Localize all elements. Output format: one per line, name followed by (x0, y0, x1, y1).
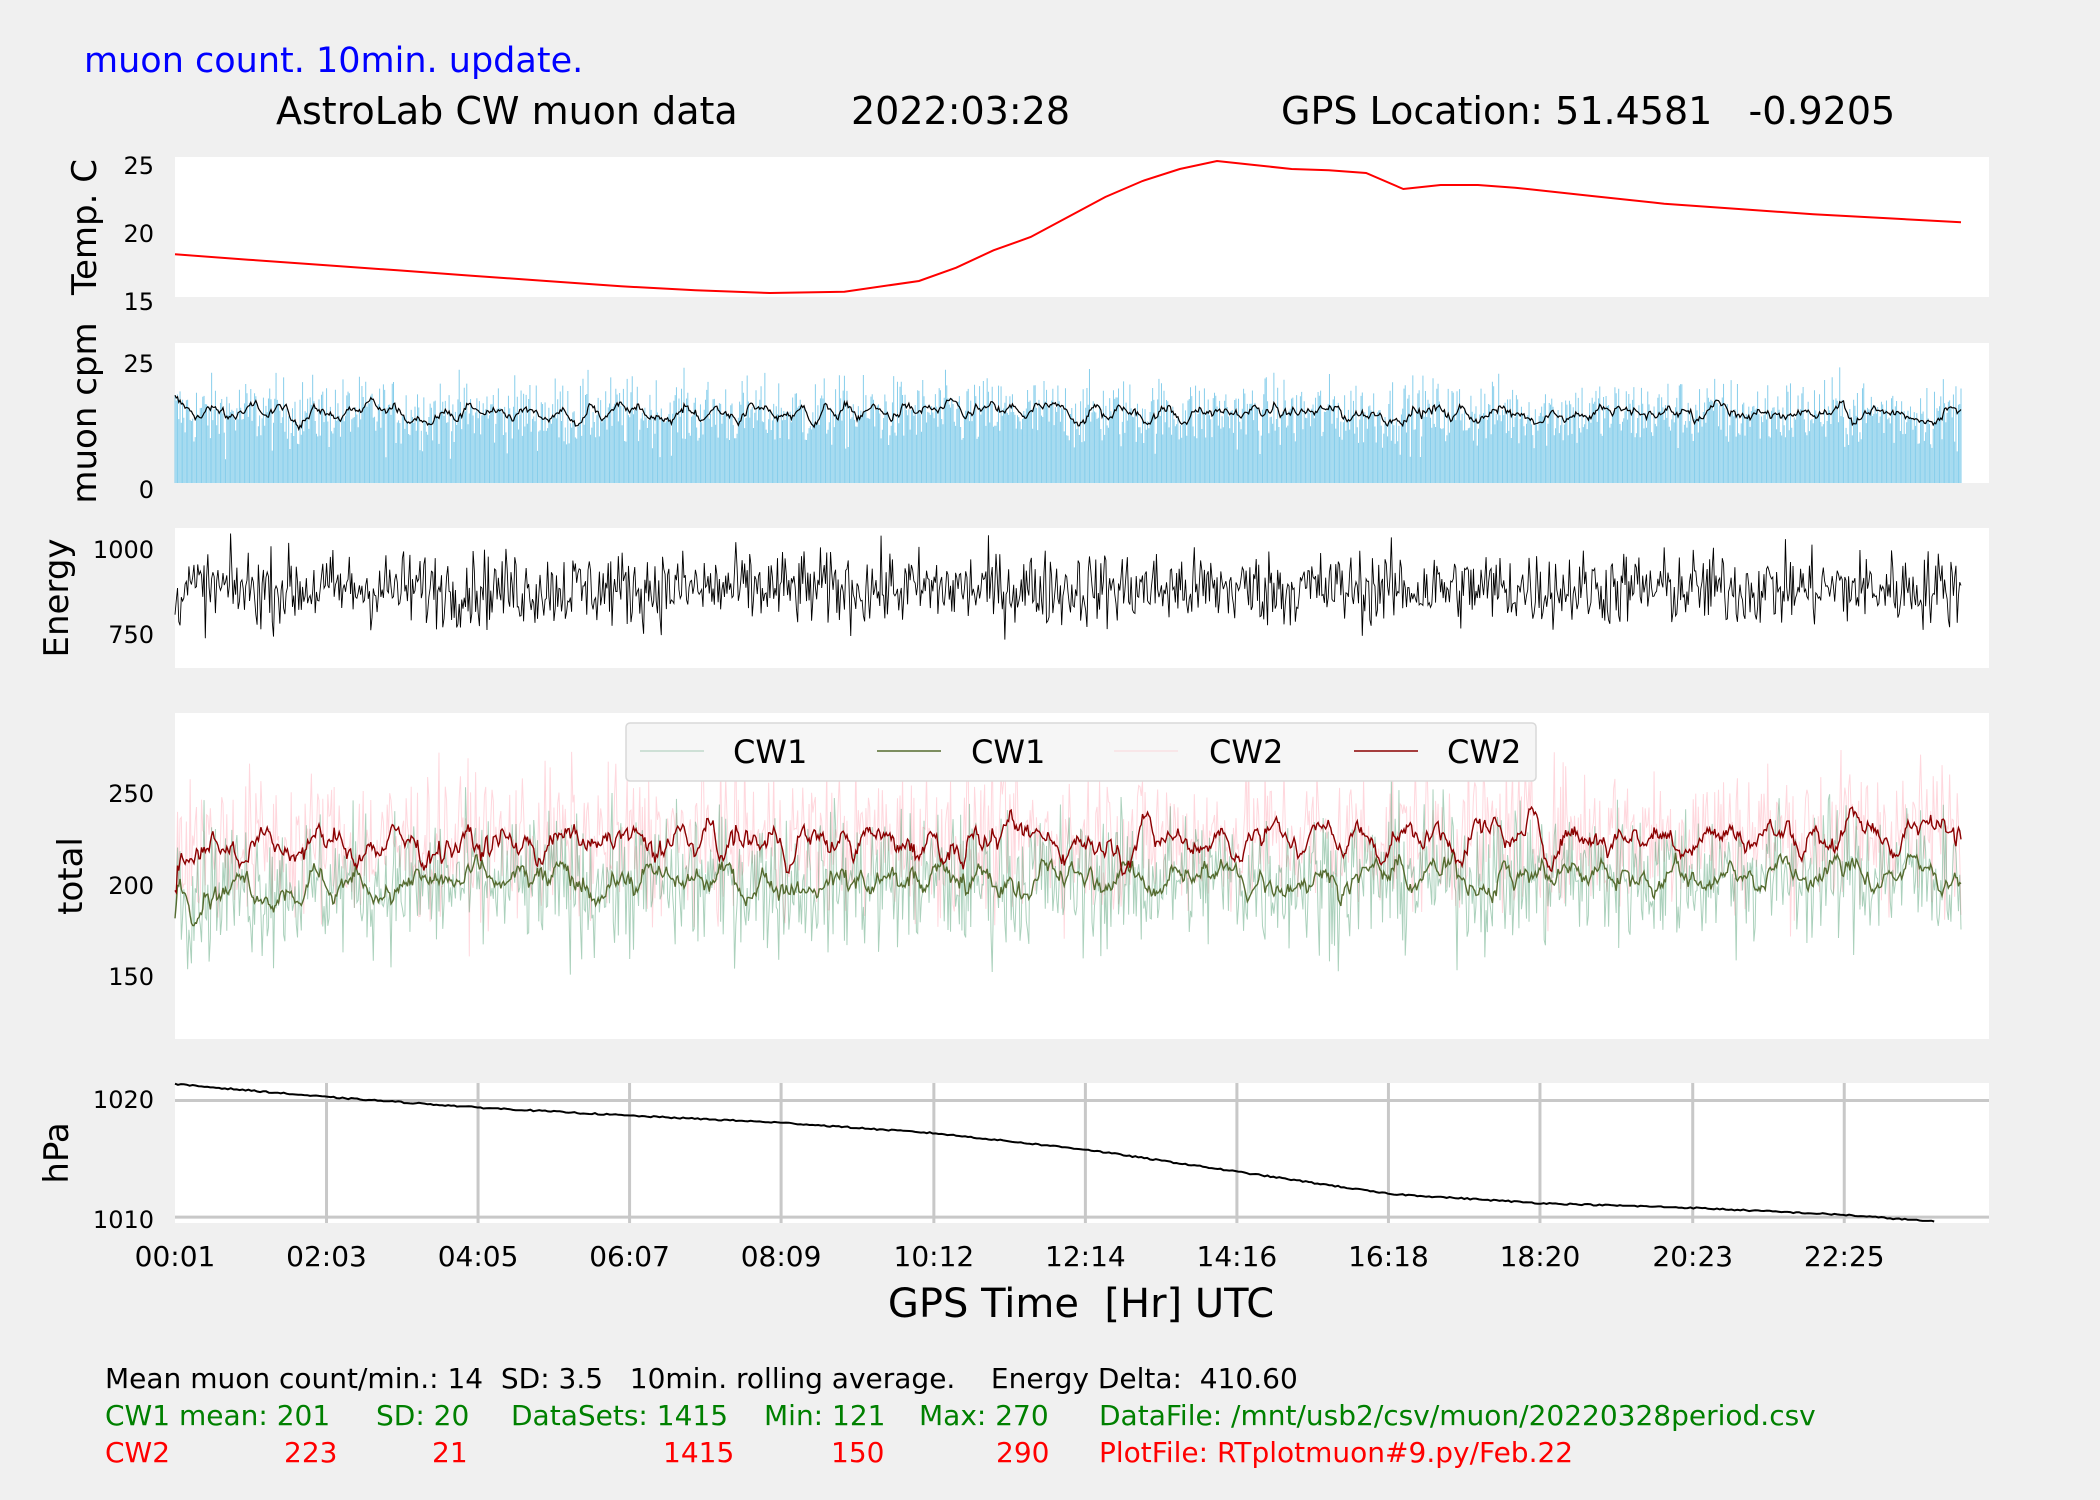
muon-cpm-bar (174, 367, 1962, 483)
x-tick-label: 12:14 (1045, 1240, 1126, 1273)
cw1-min: Min: 121 (764, 1399, 885, 1432)
temperature-ytick-label: 25 (123, 152, 154, 180)
x-tick-label: 16:18 (1348, 1240, 1429, 1273)
temperature-line (174, 159, 1962, 295)
energy-ylabel: Energy (37, 538, 77, 657)
stats-line-muon: Mean muon count/min.: 14 SD: 3.5 10min. … (105, 1362, 1298, 1395)
muon_cpm-ytick-label: 25 (123, 350, 154, 378)
chart-title-date: 2022:03:28 (851, 89, 1070, 133)
cw1-max: Max: 270 (919, 1399, 1049, 1432)
pressure-ytick-label: 1020 (93, 1086, 154, 1114)
muon_cpm-ytick-label: 0 (139, 476, 154, 504)
pressure-line (174, 1082, 1935, 1223)
cw2-label: CW2 (105, 1436, 170, 1469)
x-tick-label: 00:01 (135, 1240, 216, 1273)
energy-ytick-label: 1000 (93, 536, 154, 564)
energy-line (174, 533, 1962, 640)
cw2-sd: 21 (432, 1436, 468, 1469)
x-tick-label: 22:25 (1804, 1240, 1885, 1273)
x-axis-label: GPS Time [Hr] UTC (888, 1281, 1274, 1327)
x-tick-label: 20:23 (1652, 1240, 1733, 1273)
pressure-ytick-label: 1010 (93, 1206, 154, 1234)
total-ytick-label: 150 (108, 963, 154, 991)
cw2-rolling-line (174, 805, 1962, 895)
cw2-mean: 223 (284, 1436, 337, 1469)
x-tick-label: 08:09 (741, 1240, 822, 1273)
temperature-ytick-label: 20 (123, 220, 154, 248)
cw2-plotfile: PlotFile: RTplotmuon#9.py/Feb.22 (1099, 1436, 1573, 1469)
total-series (174, 731, 1962, 975)
x-tick-label: 14:16 (1197, 1240, 1278, 1273)
energy-ytick-label: 750 (108, 621, 154, 649)
temperature-ytick-label: 15 (123, 288, 154, 316)
x-tick-label: 04:05 (438, 1240, 519, 1273)
temperature-panel (175, 157, 1989, 297)
cw1-datasets: DataSets: 1415 (511, 1399, 728, 1432)
x-tick-label: 10:12 (894, 1240, 975, 1273)
pressure-panel (175, 1083, 1989, 1223)
pressure-grid (175, 1083, 1989, 1223)
cw1-sd: SD: 20 (376, 1399, 469, 1432)
energy-panel (175, 528, 1989, 668)
cw1-mean: CW1 mean: 201 (105, 1399, 330, 1432)
temperature-series (174, 159, 1962, 295)
x-tick-label: 06:07 (589, 1240, 670, 1273)
pressure-series (174, 1082, 1935, 1223)
muon-cpm-ylabel: muon cpm (65, 322, 105, 503)
stats-line-cw1: CW1 mean: 201 SD: 20 DataSets: 1415 Min:… (105, 1399, 1816, 1432)
energy-series (174, 533, 1962, 640)
pressure-ylabel: hPa (37, 1122, 77, 1183)
legend-box (625, 722, 1537, 782)
total-legend: CW1 CW1 CW2 CW2 (625, 722, 1537, 782)
x-tick-label: 02:03 (286, 1240, 367, 1273)
x-tick-labels: 00:01 02:03 04:05 06:07 08:09 10:12 12:14 14:16… (135, 1240, 1885, 1273)
cw2-datasets: 1415 (663, 1436, 734, 1469)
legend-label-cw2-raw: CW2 (1209, 733, 1283, 771)
x-tick-label: 18:20 (1500, 1240, 1581, 1273)
total-ytick-label: 250 (108, 780, 154, 808)
temperature-ylabel: Temp. C (65, 159, 105, 296)
cw2-min: 150 (831, 1436, 884, 1469)
legend-label-cw1-raw: CW1 (733, 733, 807, 771)
cw2-max: 290 (996, 1436, 1049, 1469)
cw1-datafile: DataFile: /mnt/usb2/csv/muon/20220328per… (1099, 1399, 1816, 1432)
chart-title-gps: GPS Location: 51.4581 -0.9205 (1281, 89, 1895, 133)
cw1-rolling-line (174, 849, 1962, 927)
muon-cpm-rolling-line (174, 394, 1962, 432)
muon-cpm-bars (174, 367, 1962, 483)
muon-cpm-rolling-line-path (174, 394, 1962, 432)
legend-label-cw1-rolling: CW1 (971, 733, 1045, 771)
legend-label-cw2-rolling: CW2 (1447, 733, 1521, 771)
cw1-raw-line (174, 779, 1962, 975)
update-note: muon count. 10min. update. (84, 41, 583, 81)
stats-line-cw2: CW2 223 21 1415 150 290 PlotFile: RTplot… (105, 1436, 1573, 1469)
total-ylabel: total (51, 837, 91, 915)
total-ytick-label: 200 (108, 872, 154, 900)
chart-title-left: AstroLab CW muon data (276, 89, 738, 133)
